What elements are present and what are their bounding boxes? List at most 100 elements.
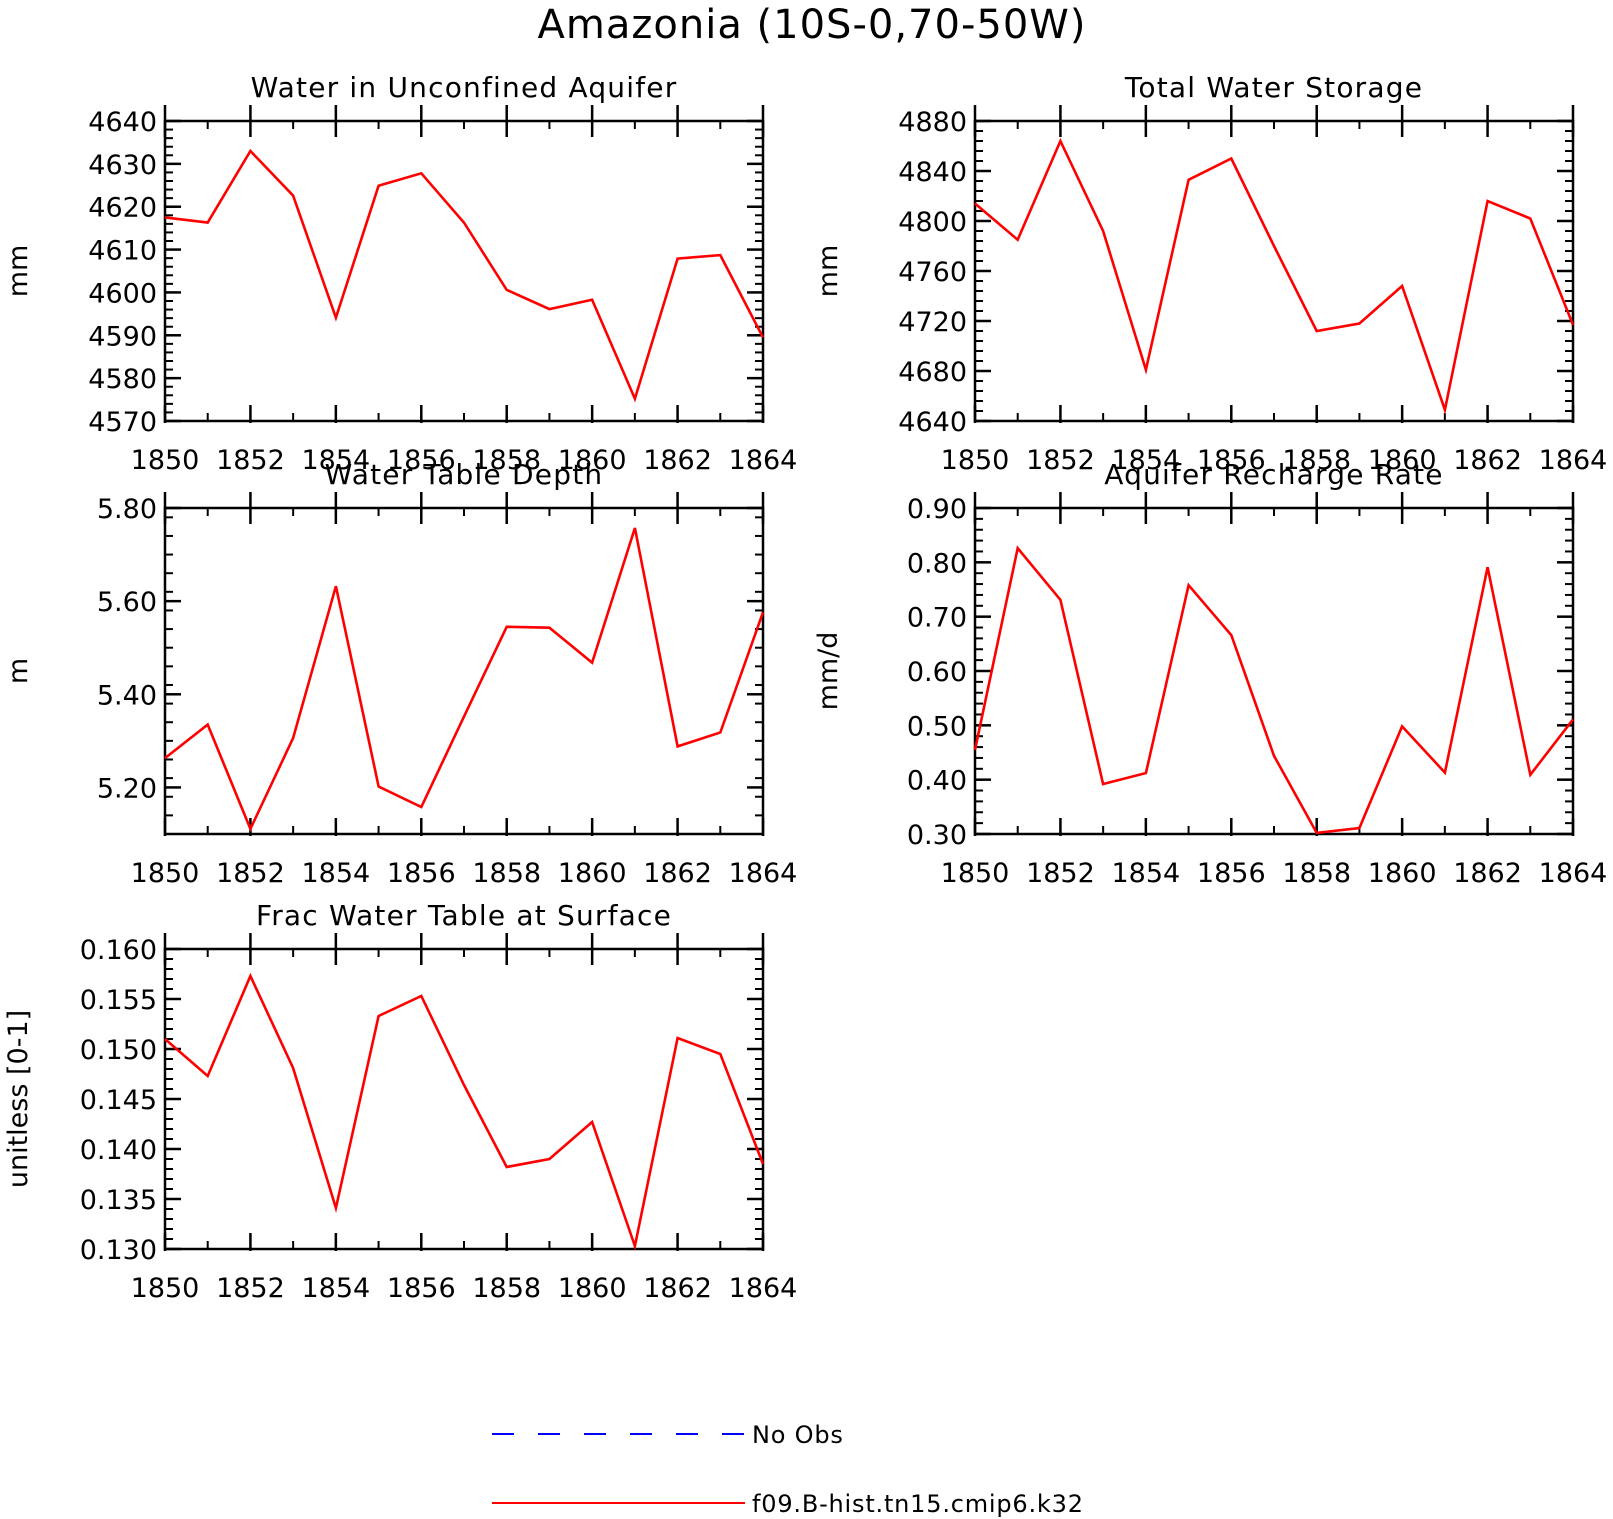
y-tick-label: 4760 <box>898 257 967 288</box>
plot-frame <box>973 119 1575 423</box>
x-tick-label: 1852 <box>1026 858 1095 889</box>
plot-frame <box>973 506 1575 836</box>
plot-frame <box>163 506 765 836</box>
y-tick-label: 4610 <box>88 236 157 267</box>
series-line-model <box>974 137 1575 415</box>
y-tick-label: 4580 <box>88 364 157 395</box>
x-tick-label: 1854 <box>301 445 370 476</box>
x-tick-label: 1864 <box>729 858 798 889</box>
y-tick-label: 0.160 <box>80 935 157 966</box>
x-tick-label: 1860 <box>1368 858 1437 889</box>
x-tick-label: 1858 <box>1282 445 1351 476</box>
x-tick-label: 1856 <box>387 445 456 476</box>
series-line-model <box>973 545 1575 835</box>
x-tick-label: 1852 <box>216 1273 285 1304</box>
x-tick-label: 1852 <box>1026 445 1095 476</box>
panel-total-water-storage: Total Water Storage 1850 1852 1854 1856 1858 1… <box>813 71 1607 476</box>
x-tick-label: 1854 <box>301 1273 370 1304</box>
y-tick-label: 0.130 <box>80 1235 157 1266</box>
panel-aquifer-recharge-rate: Aquifer Recharge Rate 1850 1852 1854 1856 185… <box>813 458 1607 889</box>
y-tick-label: 0.50 <box>907 711 967 742</box>
y-tick-label: 5.20 <box>97 773 157 804</box>
y-tick-label: 4680 <box>898 357 967 388</box>
figure-title: Amazonia (10S-0,70-50W) <box>538 2 1087 48</box>
legend-label-model: f09.B-hist.tn15.cmip6.k32 <box>752 1490 1084 1518</box>
x-tick-label: 1856 <box>1197 858 1266 889</box>
x-tick-label: 1850 <box>131 858 200 889</box>
y-tick-label: 4800 <box>898 207 967 238</box>
y-tick-label: 4620 <box>88 193 157 224</box>
y-axis-label: mm <box>813 245 844 298</box>
x-tick-label: 1858 <box>472 1273 541 1304</box>
panel-title: Aquifer Recharge Rate <box>1104 458 1444 491</box>
x-tick-label: 1852 <box>216 858 285 889</box>
y-tick-label: 0.70 <box>907 603 967 634</box>
x-tick-label: 1850 <box>941 445 1010 476</box>
x-tick-label: 1860 <box>558 1273 627 1304</box>
x-tick-label: 1862 <box>643 1273 712 1304</box>
y-tick-label: 0.40 <box>907 766 967 797</box>
x-tick-label: 1860 <box>558 858 627 889</box>
panel-title: Total Water Storage <box>1124 71 1423 104</box>
series-line-model <box>164 527 765 833</box>
series-line-model <box>164 148 765 403</box>
x-tick-label: 1858 <box>1282 858 1351 889</box>
y-tick-label: 4880 <box>898 107 967 138</box>
x-tick-label: 1850 <box>131 1273 200 1304</box>
x-tick-label: 1862 <box>643 858 712 889</box>
x-tick-label: 1850 <box>131 445 200 476</box>
x-tick-label: 1858 <box>472 445 541 476</box>
y-tick-label: 0.140 <box>80 1135 157 1166</box>
y-axis-label: unitless [0-1] <box>3 1010 34 1188</box>
panel-water-table-depth: Water Table Depth 1850 1852 1854 1856 1858 186… <box>3 458 797 889</box>
x-tick-label: 1864 <box>729 1273 798 1304</box>
x-tick-label: 1856 <box>387 1273 456 1304</box>
plot-frame <box>163 947 765 1251</box>
y-tick-label: 0.155 <box>80 985 157 1016</box>
x-tick-label: 1864 <box>1539 858 1608 889</box>
y-tick-label: 4640 <box>898 407 967 438</box>
x-tick-label: 1854 <box>1111 858 1180 889</box>
panel-title: Water in Unconfined Aquifer <box>251 71 678 104</box>
y-axis-label: mm <box>3 245 34 298</box>
y-tick-label: 4720 <box>898 307 967 338</box>
y-tick-label: 0.90 <box>907 494 967 525</box>
panel-title: Water Table Depth <box>325 458 604 491</box>
x-tick-label: 1854 <box>301 858 370 889</box>
x-tick-label: 1864 <box>729 445 798 476</box>
panel-title: Frac Water Table at Surface <box>256 899 672 932</box>
y-tick-label: 4590 <box>88 321 157 352</box>
x-tick-label: 1856 <box>387 858 456 889</box>
y-tick-label: 0.80 <box>907 548 967 579</box>
y-tick-label: 0.145 <box>80 1085 157 1116</box>
y-tick-label: 0.60 <box>907 657 967 688</box>
series-line-model <box>164 972 765 1251</box>
y-tick-label: 4600 <box>88 278 157 309</box>
y-tick-label: 0.150 <box>80 1035 157 1066</box>
x-tick-label: 1862 <box>1453 858 1522 889</box>
x-tick-label: 1860 <box>558 445 627 476</box>
y-tick-label: 4840 <box>898 157 967 188</box>
panel-water-in-unconfined-aquifer: Water in Unconfined Aquifer 1850 1852 1854 1… <box>3 71 797 476</box>
legend-label-no-obs: No Obs <box>752 1421 844 1449</box>
x-tick-label: 1862 <box>1453 445 1522 476</box>
x-tick-label: 1858 <box>472 858 541 889</box>
y-tick-label: 5.80 <box>97 494 157 525</box>
x-tick-label: 1852 <box>216 445 285 476</box>
y-axis-label: mm/d <box>813 632 844 711</box>
x-tick-label: 1856 <box>1197 445 1266 476</box>
x-tick-label: 1864 <box>1539 445 1608 476</box>
x-tick-label: 1860 <box>1368 445 1437 476</box>
y-tick-label: 5.60 <box>97 587 157 618</box>
x-tick-label: 1862 <box>643 445 712 476</box>
y-tick-label: 0.135 <box>80 1185 157 1216</box>
x-tick-label: 1850 <box>941 858 1010 889</box>
panel-frac-water-table-at-surface: Frac Water Table at Surface 1850 1852 1854 1… <box>3 899 797 1304</box>
y-tick-label: 4570 <box>88 407 157 438</box>
legend: No Obs f09.B-hist.tn15.cmip6.k32 <box>492 1421 1084 1518</box>
y-tick-label: 0.30 <box>907 820 967 851</box>
x-tick-label: 1854 <box>1111 445 1180 476</box>
y-tick-label: 4630 <box>88 150 157 181</box>
y-axis-label: m <box>3 658 34 684</box>
